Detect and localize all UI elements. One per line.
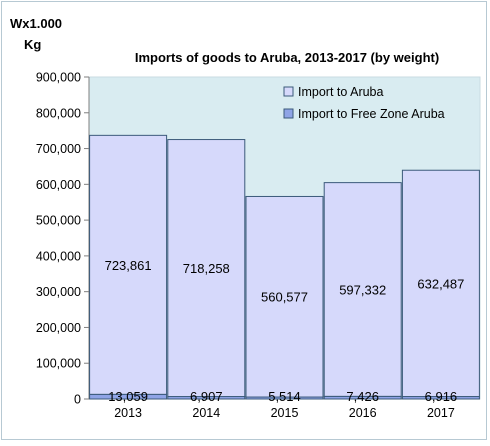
x-tick-label: 2014 [192,406,220,420]
data-label-free-zone: 7,426 [346,389,379,404]
y-axis-label-line2: Kg [24,37,41,52]
y-tick-label: 800,000 [36,106,81,120]
x-tick-label: 2016 [349,406,377,420]
bar-aruba-2013 [89,134,168,395]
legend-label: Import to Aruba [298,85,384,99]
y-tick-label: 200,000 [36,321,81,335]
data-label-aruba: 560,577 [261,290,308,305]
x-tick-label: 2017 [427,406,455,420]
y-tick-label: 0 [74,393,81,407]
y-tick-label: 700,000 [36,142,81,156]
data-label-free-zone: 13,059 [108,389,148,404]
legend-swatch [283,108,294,119]
y-tick-label: 900,000 [36,71,81,85]
data-label-free-zone: 6,907 [190,389,223,404]
data-label-aruba: 597,332 [339,282,386,297]
data-label-aruba: 723,861 [105,258,152,273]
legend-label: Import to Free Zone Aruba [298,107,445,121]
chart-svg: Wx1.000 Kg Imports of goods to Aruba, 20… [10,16,481,420]
y-tick-label: 400,000 [36,249,81,263]
bar-aruba-2014 [167,139,246,398]
chart-title: Imports of goods to Aruba, 2013-2017 (by… [135,50,439,65]
bar-aruba-2015 [245,195,324,398]
y-axis-label-line1: Wx1.000 [10,16,62,31]
data-label-free-zone: 6,916 [425,389,458,404]
axes: 0 100,000 200,000 300,000 400,000 500,000 600,… [36,71,480,407]
x-tick-label: 2015 [271,406,299,420]
bar-aruba-2017 [401,169,480,398]
chart-frame: Wx1.000 Kg Imports of goods to Aruba, 20… [1,1,487,440]
y-tick-label: 600,000 [36,178,81,192]
data-label-aruba: 632,487 [417,276,464,291]
data-label-aruba: 718,258 [183,261,230,276]
y-tick-label: 500,000 [36,214,81,228]
data-label-free-zone: 5,514 [268,389,301,404]
y-tick-label: 100,000 [36,357,81,371]
legend-swatch [283,86,294,97]
x-tick-label: 2013 [114,406,142,420]
bars: 13,059 723,861 2013 6,907 718,258 2014 5,514 56… [89,134,480,420]
legend: Import to Aruba Import to Free Zone Aruba [283,85,445,121]
bar-aruba-2016 [323,182,402,397]
y-tick-label: 300,000 [36,285,81,299]
